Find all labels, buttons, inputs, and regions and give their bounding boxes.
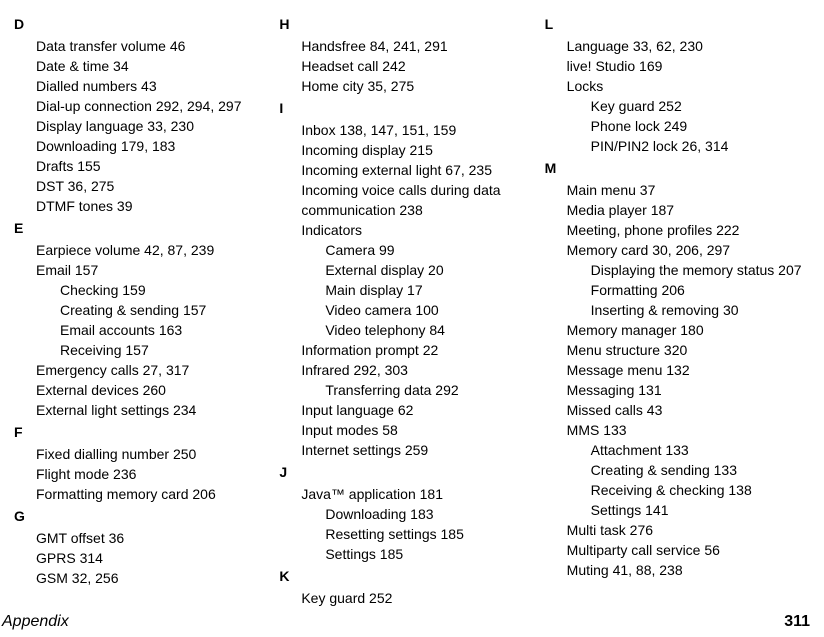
index-entry: Meeting, phone profiles 222: [567, 220, 810, 240]
index-subentry: Phone lock 249: [591, 116, 810, 136]
index-entry: Home city 35, 275: [301, 76, 544, 96]
index-entry: Dial-up connection 292, 294, 297: [36, 96, 279, 116]
index-entry: GMT offset 36: [36, 528, 279, 548]
index-subentry: Creating & sending 133: [591, 460, 810, 480]
index-entry: Multi task 276: [567, 520, 810, 540]
index-subentry: Attachment 133: [591, 440, 810, 460]
index-entry: Incoming external light 67, 235: [301, 160, 544, 180]
index-column-1: DData transfer volume 46Date & time 34Di…: [14, 12, 279, 597]
index-entry: Language 33, 62, 230: [567, 36, 810, 56]
index-entry: Emergency calls 27, 317: [36, 360, 279, 380]
index-entry: Indicators: [301, 220, 544, 240]
index-entry: Incoming voice calls during data: [301, 180, 544, 200]
index-entry: External light settings 234: [36, 400, 279, 420]
index-columns: DData transfer volume 46Date & time 34Di…: [14, 12, 810, 597]
index-entry: Headset call 242: [301, 56, 544, 76]
index-letter-heading: H: [279, 14, 544, 34]
index-subentry: External display 20: [325, 260, 544, 280]
index-entry: Locks: [567, 76, 810, 96]
index-entry: Messaging 131: [567, 380, 810, 400]
index-letter-heading: G: [14, 506, 279, 526]
index-subentry: Formatting 206: [591, 280, 810, 300]
index-subentry: PIN/PIN2 lock 26, 314: [591, 136, 810, 156]
index-subentry: Displaying the memory status 207: [591, 260, 810, 280]
index-subentry: Resetting settings 185: [325, 524, 544, 544]
index-entry: Display language 33, 230: [36, 116, 279, 136]
index-subentry: Receiving 157: [60, 340, 279, 360]
index-subentry: Receiving & checking 138: [591, 480, 810, 500]
index-letter-heading: J: [279, 462, 544, 482]
index-subentry: Settings 185: [325, 544, 544, 564]
index-entry: Media player 187: [567, 200, 810, 220]
index-subentry: Video camera 100: [325, 300, 544, 320]
index-subentry: Main display 17: [325, 280, 544, 300]
index-entry: Input language 62: [301, 400, 544, 420]
index-entry: Data transfer volume 46: [36, 36, 279, 56]
index-entry: Date & time 34: [36, 56, 279, 76]
index-entry: External devices 260: [36, 380, 279, 400]
index-letter-heading: E: [14, 218, 279, 238]
index-letter-heading: K: [279, 566, 544, 586]
footer-section-title: Appendix: [2, 613, 69, 631]
index-entry: Menu structure 320: [567, 340, 810, 360]
index-entry: Handsfree 84, 241, 291: [301, 36, 544, 56]
index-entry: Muting 41, 88, 238: [567, 560, 810, 580]
index-subentry: Camera 99: [325, 240, 544, 260]
index-letter-heading: M: [545, 158, 810, 178]
index-entry: DST 36, 275: [36, 176, 279, 196]
index-entry: Inbox 138, 147, 151, 159: [301, 120, 544, 140]
footer-page-number: 311: [784, 613, 810, 631]
index-letter-heading: I: [279, 98, 544, 118]
index-subentry: Inserting & removing 30: [591, 300, 810, 320]
index-entry: Drafts 155: [36, 156, 279, 176]
index-entry: GPRS 314: [36, 548, 279, 568]
index-entry: DTMF tones 39: [36, 196, 279, 216]
index-entry: Dialled numbers 43: [36, 76, 279, 96]
index-subentry: Settings 141: [591, 500, 810, 520]
index-entry: Memory card 30, 206, 297: [567, 240, 810, 260]
index-entry: Fixed dialling number 250: [36, 444, 279, 464]
index-column-2: HHandsfree 84, 241, 291Headset call 242H…: [279, 12, 544, 597]
index-subentry: Downloading 183: [325, 504, 544, 524]
index-entry: Multiparty call service 56: [567, 540, 810, 560]
index-entry: communication 238: [301, 200, 544, 220]
index-entry: Missed calls 43: [567, 400, 810, 420]
index-entry: Main menu 37: [567, 180, 810, 200]
index-letter-heading: D: [14, 14, 279, 34]
index-entry: Message menu 132: [567, 360, 810, 380]
index-entry: GSM 32, 256: [36, 568, 279, 588]
index-entry: Flight mode 236: [36, 464, 279, 484]
index-letter-heading: L: [545, 14, 810, 34]
index-entry: Downloading 179, 183: [36, 136, 279, 156]
page-footer: Appendix 311: [0, 613, 824, 631]
index-entry: Earpiece volume 42, 87, 239: [36, 240, 279, 260]
index-subentry: Key guard 252: [591, 96, 810, 116]
index-entry: Key guard 252: [301, 588, 544, 608]
index-subentry: Checking 159: [60, 280, 279, 300]
index-entry: Incoming display 215: [301, 140, 544, 160]
index-entry: Java™ application 181: [301, 484, 544, 504]
index-entry: Internet settings 259: [301, 440, 544, 460]
index-subentry: Transferring data 292: [325, 380, 544, 400]
index-entry: Formatting memory card 206: [36, 484, 279, 504]
index-entry: Email 157: [36, 260, 279, 280]
index-entry: MMS 133: [567, 420, 810, 440]
index-column-3: LLanguage 33, 62, 230live! Studio 169Loc…: [545, 12, 810, 597]
index-subentry: Video telephony 84: [325, 320, 544, 340]
index-letter-heading: F: [14, 422, 279, 442]
index-entry: Information prompt 22: [301, 340, 544, 360]
index-entry: live! Studio 169: [567, 56, 810, 76]
index-entry: Memory manager 180: [567, 320, 810, 340]
index-entry: Input modes 58: [301, 420, 544, 440]
index-page: DData transfer volume 46Date & time 34Di…: [0, 0, 824, 637]
index-entry: Infrared 292, 303: [301, 360, 544, 380]
index-subentry: Email accounts 163: [60, 320, 279, 340]
index-subentry: Creating & sending 157: [60, 300, 279, 320]
